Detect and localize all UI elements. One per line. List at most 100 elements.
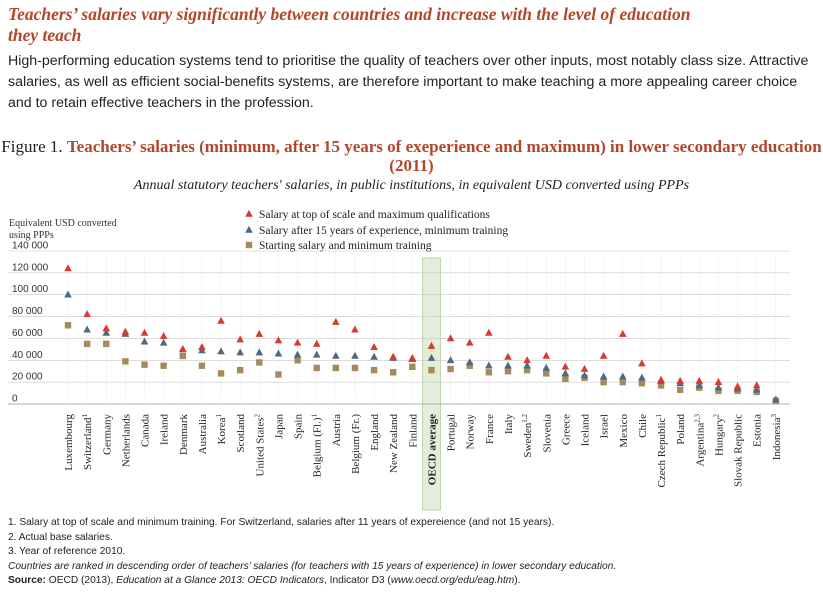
point-maximum (752, 381, 761, 389)
source-title: Education at a Glance 2013: OECD Indicat… (116, 575, 324, 587)
point-maximum (523, 356, 531, 364)
x-tick-label-name: Finland (407, 414, 419, 448)
x-tick-label-name: Argentina (694, 423, 706, 467)
x-tick-label: Hungary2 (712, 414, 725, 457)
x-tick-label-name: Belgium (Fl.) (312, 417, 324, 477)
point-fifteen-years (599, 372, 608, 380)
source-url[interactable]: www.oecd.org/edu/eag.htm (390, 575, 515, 587)
point-starting (523, 366, 531, 374)
x-tick-label: Finland (407, 414, 419, 448)
point-maximum (695, 376, 704, 384)
y-tick-label: 60 000 (12, 328, 43, 339)
point-maximum (504, 352, 512, 360)
source-post: , Indicator D3 ( (324, 575, 391, 587)
x-tick-label: Belgium (Fl.)1 (311, 414, 324, 478)
legend-marker (245, 241, 253, 249)
point-starting (256, 359, 263, 366)
point-starting (236, 366, 244, 374)
x-tick-label-name: Scotland (235, 414, 247, 453)
x-tick-label: Sweden1,2 (521, 414, 534, 458)
legend-marker (245, 225, 253, 233)
point-fifteen-years (427, 353, 436, 361)
point-fifteen-years (217, 347, 225, 355)
point-fifteen-years (236, 348, 244, 356)
point-maximum (64, 264, 72, 272)
x-tick-label-name: Slovenia (541, 414, 553, 453)
point-starting (179, 352, 186, 360)
point-maximum (83, 310, 91, 318)
figure-prefix: Figure 1. (1, 137, 63, 156)
x-tick-label-name: United States (254, 418, 266, 477)
x-tick-label: Denmark (178, 414, 190, 455)
intro-paragraph: High-performing education systems tend t… (8, 53, 809, 111)
x-tick-label-sup: 1,2 (521, 414, 529, 423)
x-tick-label: Portugal (446, 414, 458, 451)
x-tick-label: Mexico (618, 414, 630, 448)
point-fifteen-years (351, 351, 359, 359)
point-maximum (389, 352, 398, 360)
point-maximum (217, 316, 225, 324)
x-tick-label-name: Italy (503, 414, 515, 435)
point-fifteen-years (485, 361, 493, 369)
point-maximum (599, 351, 608, 359)
figure-title: Figure 1. Teachers’ salaries (minimum, a… (0, 137, 823, 175)
point-maximum (561, 362, 570, 370)
x-tick-label-name: Slovak Republic (733, 414, 745, 487)
x-tick-label: Netherlands (120, 414, 132, 467)
y-tick-label: 100 000 (12, 284, 49, 295)
x-tick-label-sup: 2 (712, 414, 720, 418)
x-tick-label-name: Estonia (752, 414, 764, 447)
point-starting (294, 357, 301, 364)
x-tick-label-name: Switzerland (82, 417, 94, 470)
point-starting (619, 378, 626, 386)
point-starting (543, 370, 550, 377)
x-tick-label-name: Norway (465, 414, 477, 450)
point-maximum (638, 359, 646, 367)
x-tick-label-name: Japan (273, 414, 285, 440)
point-fifteen-years (370, 352, 378, 360)
point-maximum (351, 325, 359, 333)
x-tick-label-name: OECD average (426, 414, 438, 485)
point-fifteen-years (542, 363, 551, 371)
point-starting (122, 358, 129, 365)
legend-label: Salary after 15 years of experience, min… (259, 225, 508, 237)
point-maximum (236, 335, 244, 343)
x-tick-label: Estonia (752, 414, 764, 447)
point-fifteen-years (465, 358, 474, 366)
x-tick-label: Czech Republic1 (655, 414, 668, 488)
x-tick-label-sup: 2,3 (693, 414, 701, 423)
y-tick-label: 140 000 (12, 241, 49, 252)
point-maximum (332, 317, 340, 325)
footnote-3: 3. Year of reference 2010. (8, 546, 126, 558)
y-axis-label-line: Equivalent USD converted (9, 218, 117, 229)
point-fifteen-years (102, 328, 111, 336)
ranking-note: Countries are ranked in descending order… (8, 560, 617, 572)
point-fifteen-years (332, 351, 340, 359)
point-fifteen-years (83, 325, 91, 333)
footnote-1: 1. Salary at top of scale and minimum tr… (8, 517, 555, 528)
x-tick-label: England (369, 414, 381, 451)
x-tick-label: United States2 (253, 414, 266, 477)
point-maximum (465, 338, 474, 346)
x-tick-label-name: Iceland (580, 414, 592, 447)
x-tick-label: Iceland (580, 414, 592, 447)
x-tick-label-name: Spain (293, 414, 305, 440)
point-maximum (140, 328, 149, 336)
point-starting (600, 378, 607, 386)
point-fifteen-years (523, 361, 531, 369)
point-maximum (618, 329, 627, 337)
point-fifteen-years (255, 348, 264, 356)
headline: Teachers’ salaries vary significantly be… (8, 4, 691, 45)
x-tick-label-sup: 1 (655, 414, 663, 418)
x-tick-label: France (484, 414, 496, 444)
point-starting (638, 380, 646, 387)
point-fifteen-years (274, 349, 283, 357)
point-maximum (121, 327, 130, 335)
x-tick-label: Poland (675, 414, 687, 445)
point-maximum (427, 341, 436, 349)
point-starting (715, 387, 722, 395)
x-tick-label: Australia (197, 414, 209, 454)
x-tick-label: Indonesia3 (770, 414, 783, 461)
x-tick-label-name: Belgium (Fr.) (350, 414, 362, 474)
point-starting (160, 362, 167, 369)
